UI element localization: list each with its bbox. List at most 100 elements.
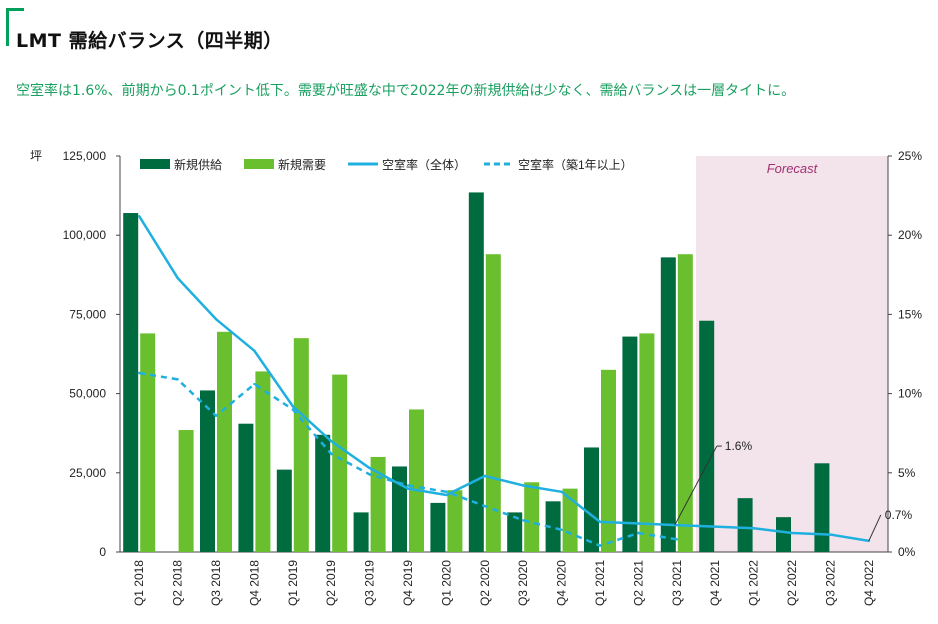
point-vacancy-total [330,439,333,443]
bar-demand [217,331,232,552]
x-tick-label: Q1 2021 [593,560,607,606]
point-vacancy-total [752,527,755,530]
right-tick-label: 0% [898,545,916,559]
point-vacancy-existing [406,484,410,487]
bar-supply [584,447,599,552]
bar-supply [353,512,369,552]
bar-supply [660,257,676,552]
point-vacancy-total [560,490,563,494]
annotation-leader [868,514,882,542]
x-tick-label: Q4 2018 [247,560,261,606]
x-tick-label: Q3 2020 [516,560,530,606]
point-vacancy-total [406,487,410,490]
bar-demand [178,430,194,552]
bar-demand [677,254,693,552]
annotation-leader [674,445,718,526]
x-tick-label: Q2 2021 [631,560,645,606]
left-tick-label: 50,000 [69,387,106,401]
point-vacancy-existing [368,473,371,476]
forecast-band [696,156,888,552]
bar-demand [332,374,348,552]
line-vacancy-total [138,215,870,543]
point-vacancy-total [598,520,602,524]
bar-supply [123,213,139,553]
bar-supply [315,434,331,552]
bar-supply [392,466,407,552]
point-vacancy-existing [675,538,678,541]
point-vacancy-existing [291,408,294,411]
page-title: LMT 需給バランス（四半期） [16,30,283,52]
x-tick-label: Q1 2022 [747,560,761,606]
annotation-label: 1.6% [725,439,753,453]
bar-demand [601,369,616,552]
x-tick-label: Q3 2022 [823,560,837,606]
point-vacancy-total [138,214,141,218]
point-vacancy-existing [214,414,218,417]
bar-supply [430,502,446,552]
point-vacancy-existing [560,528,563,532]
point-vacancy-total [790,531,794,535]
right-tick-label: 20% [898,228,922,242]
point-vacancy-total [829,533,832,536]
point-vacancy-existing [637,531,640,535]
line-vacancy-existing [138,371,678,547]
x-tick-label: Q2 2020 [478,560,492,606]
point-vacancy-total [522,484,525,487]
point-vacancy-existing [445,490,448,494]
bar-supply [737,498,753,552]
bar-supply [814,463,830,552]
page-subtitle: 空室率は1.6%、前期から0.1ポイント低下。需要が旺盛な中で2022年の新規供… [16,83,796,99]
left-tick-label: 0 [99,545,106,559]
point-vacancy-existing [598,544,602,547]
point-vacancy-total [368,466,371,470]
bar-demand [447,490,463,552]
x-tick-label: Q1 2020 [439,560,453,606]
bar-supply [276,469,292,552]
point-vacancy-total [176,276,179,280]
bar-demand [255,371,271,552]
bar-demand [293,338,309,552]
point-vacancy-total [714,525,717,528]
x-tick-label: Q3 2019 [363,560,377,606]
bar-supply [468,192,484,552]
bar-demand [639,333,655,552]
x-tick-label: Q3 2018 [209,560,223,606]
x-tick-label: Q4 2022 [862,560,876,606]
point-vacancy-total [214,317,218,321]
legend-label: 空室率（全体） [382,157,466,172]
right-tick-label: 15% [898,307,922,321]
x-tick-label: Q1 2018 [132,560,146,606]
bar-supply [238,423,254,552]
title-accent-mark [6,8,24,46]
x-tick-label: Q2 2019 [324,560,338,606]
bar-demand [370,456,386,552]
legend-label: 新規需要 [278,157,326,172]
point-vacancy-total [445,493,448,497]
bar-demand [485,254,501,552]
point-vacancy-total [483,474,486,478]
point-vacancy-total [291,405,294,408]
bar-supply [200,390,215,552]
forecast-label: Forecast [767,161,819,176]
bar-supply [507,512,523,552]
legend-swatch [244,159,274,169]
left-tick-label: 100,000 [63,228,107,242]
bar-supply [776,517,791,552]
annotation-label: 0.7% [885,508,913,522]
legend-label: 新規供給 [174,157,222,172]
point-vacancy-total [675,523,678,527]
point-vacancy-existing [330,452,333,455]
right-tick-label: 25% [898,149,922,163]
left-tick-label: 125,000 [63,149,107,163]
x-tick-label: Q2 2018 [171,560,185,606]
point-vacancy-existing [253,382,256,386]
bar-supply [699,320,715,552]
right-tick-label: 10% [898,387,922,401]
right-tick-label: 5% [898,466,916,480]
bar-demand [140,333,156,552]
x-tick-label: Q4 2021 [708,560,722,606]
legend-swatch [140,159,170,169]
left-tick-label: 25,000 [69,466,106,480]
x-tick-label: Q4 2020 [555,560,569,606]
